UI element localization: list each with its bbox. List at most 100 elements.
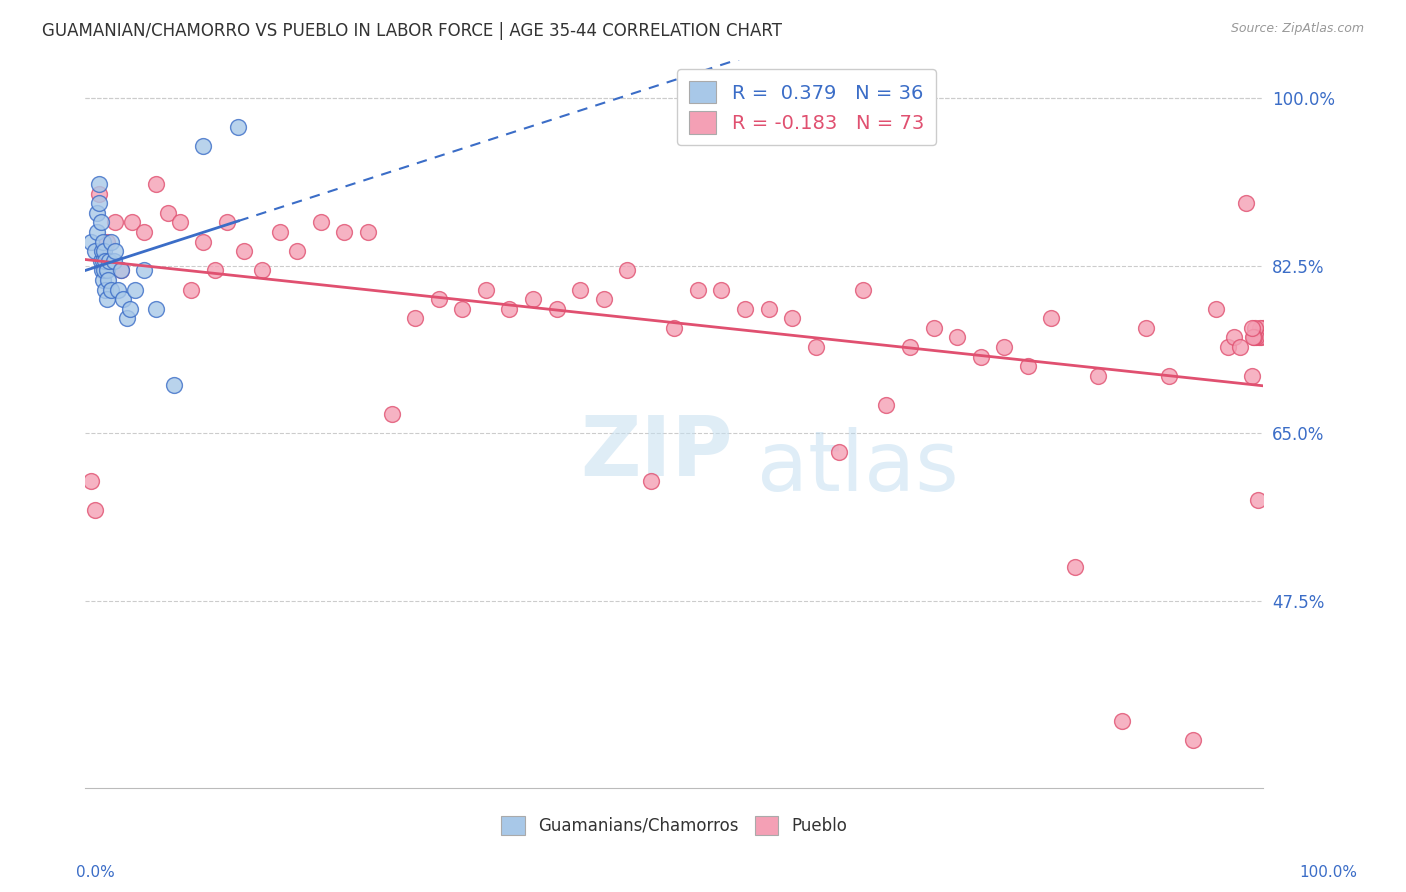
Point: [569, 283, 592, 297]
Point: [357, 225, 380, 239]
Point: [250, 263, 273, 277]
Point: [145, 301, 167, 316]
Point: [96, 263, 118, 277]
Point: [1181, 733, 1204, 747]
Point: [115, 311, 138, 326]
Point: [104, 244, 127, 259]
Point: [94, 283, 117, 297]
Point: [1249, 321, 1271, 335]
Point: [80, 235, 103, 249]
Point: [427, 292, 450, 306]
Point: [97, 253, 120, 268]
Point: [121, 215, 143, 229]
Point: [89, 196, 111, 211]
Point: [233, 244, 256, 259]
Text: 100.0%: 100.0%: [1299, 865, 1358, 880]
Point: [1250, 330, 1272, 344]
Point: [828, 445, 851, 459]
Point: [86, 206, 108, 220]
Point: [91, 273, 114, 287]
Point: [616, 263, 638, 277]
Legend: Guamanians/Chamorros, Pueblo: Guamanians/Chamorros, Pueblo: [491, 805, 858, 845]
Point: [804, 340, 827, 354]
Point: [710, 283, 733, 297]
Point: [780, 311, 803, 326]
Point: [107, 283, 129, 297]
Point: [475, 283, 498, 297]
Point: [134, 225, 156, 239]
Point: [404, 311, 426, 326]
Point: [169, 215, 191, 229]
Point: [898, 340, 921, 354]
Point: [90, 244, 112, 259]
Point: [111, 292, 134, 306]
Point: [215, 215, 238, 229]
Point: [592, 292, 614, 306]
Point: [91, 253, 114, 268]
Point: [145, 177, 167, 191]
Text: Source: ZipAtlas.com: Source: ZipAtlas.com: [1230, 22, 1364, 36]
Point: [100, 283, 122, 297]
Text: GUAMANIAN/CHAMORRO VS PUEBLO IN LABOR FORCE | AGE 35-44 CORRELATION CHART: GUAMANIAN/CHAMORRO VS PUEBLO IN LABOR FO…: [42, 22, 782, 40]
Point: [90, 253, 112, 268]
Point: [1135, 321, 1157, 335]
Point: [83, 503, 105, 517]
Point: [93, 244, 115, 259]
Y-axis label: In Labor Force | Age 35-44: In Labor Force | Age 35-44: [0, 323, 8, 524]
Point: [1087, 368, 1109, 383]
Point: [1246, 493, 1268, 508]
Point: [90, 263, 112, 277]
Point: [946, 330, 969, 344]
Point: [1253, 321, 1275, 335]
Point: [110, 263, 132, 277]
Point: [664, 321, 686, 335]
Point: [522, 292, 544, 306]
Point: [309, 215, 332, 229]
Point: [498, 301, 520, 316]
Point: [1216, 340, 1239, 354]
Point: [180, 283, 202, 297]
Point: [134, 263, 156, 277]
Point: [204, 263, 226, 277]
Point: [96, 292, 118, 306]
Point: [1241, 330, 1264, 344]
Point: [875, 398, 897, 412]
Point: [1040, 311, 1063, 326]
Point: [83, 244, 105, 259]
Point: [1064, 560, 1087, 574]
Point: [103, 253, 125, 268]
Point: [96, 235, 118, 249]
Point: [90, 215, 112, 229]
Point: [1243, 330, 1265, 344]
Point: [1234, 196, 1257, 211]
Text: atlas: atlas: [756, 427, 959, 508]
Point: [640, 474, 662, 488]
Point: [80, 474, 103, 488]
Point: [93, 263, 115, 277]
Point: [191, 235, 214, 249]
Point: [110, 263, 132, 277]
Point: [91, 235, 114, 249]
Point: [852, 283, 875, 297]
Point: [285, 244, 308, 259]
Point: [922, 321, 945, 335]
Point: [120, 301, 142, 316]
Point: [1244, 321, 1267, 335]
Point: [1240, 321, 1263, 335]
Point: [1240, 368, 1263, 383]
Point: [100, 235, 122, 249]
Point: [993, 340, 1015, 354]
Point: [89, 186, 111, 201]
Text: ZIP: ZIP: [581, 412, 733, 493]
Point: [381, 407, 404, 421]
Point: [451, 301, 474, 316]
Point: [1159, 368, 1181, 383]
Point: [969, 350, 991, 364]
Point: [104, 215, 127, 229]
Point: [94, 253, 117, 268]
Point: [1246, 330, 1268, 344]
Point: [97, 273, 120, 287]
Point: [546, 301, 568, 316]
Point: [269, 225, 291, 239]
Point: [1111, 714, 1133, 728]
